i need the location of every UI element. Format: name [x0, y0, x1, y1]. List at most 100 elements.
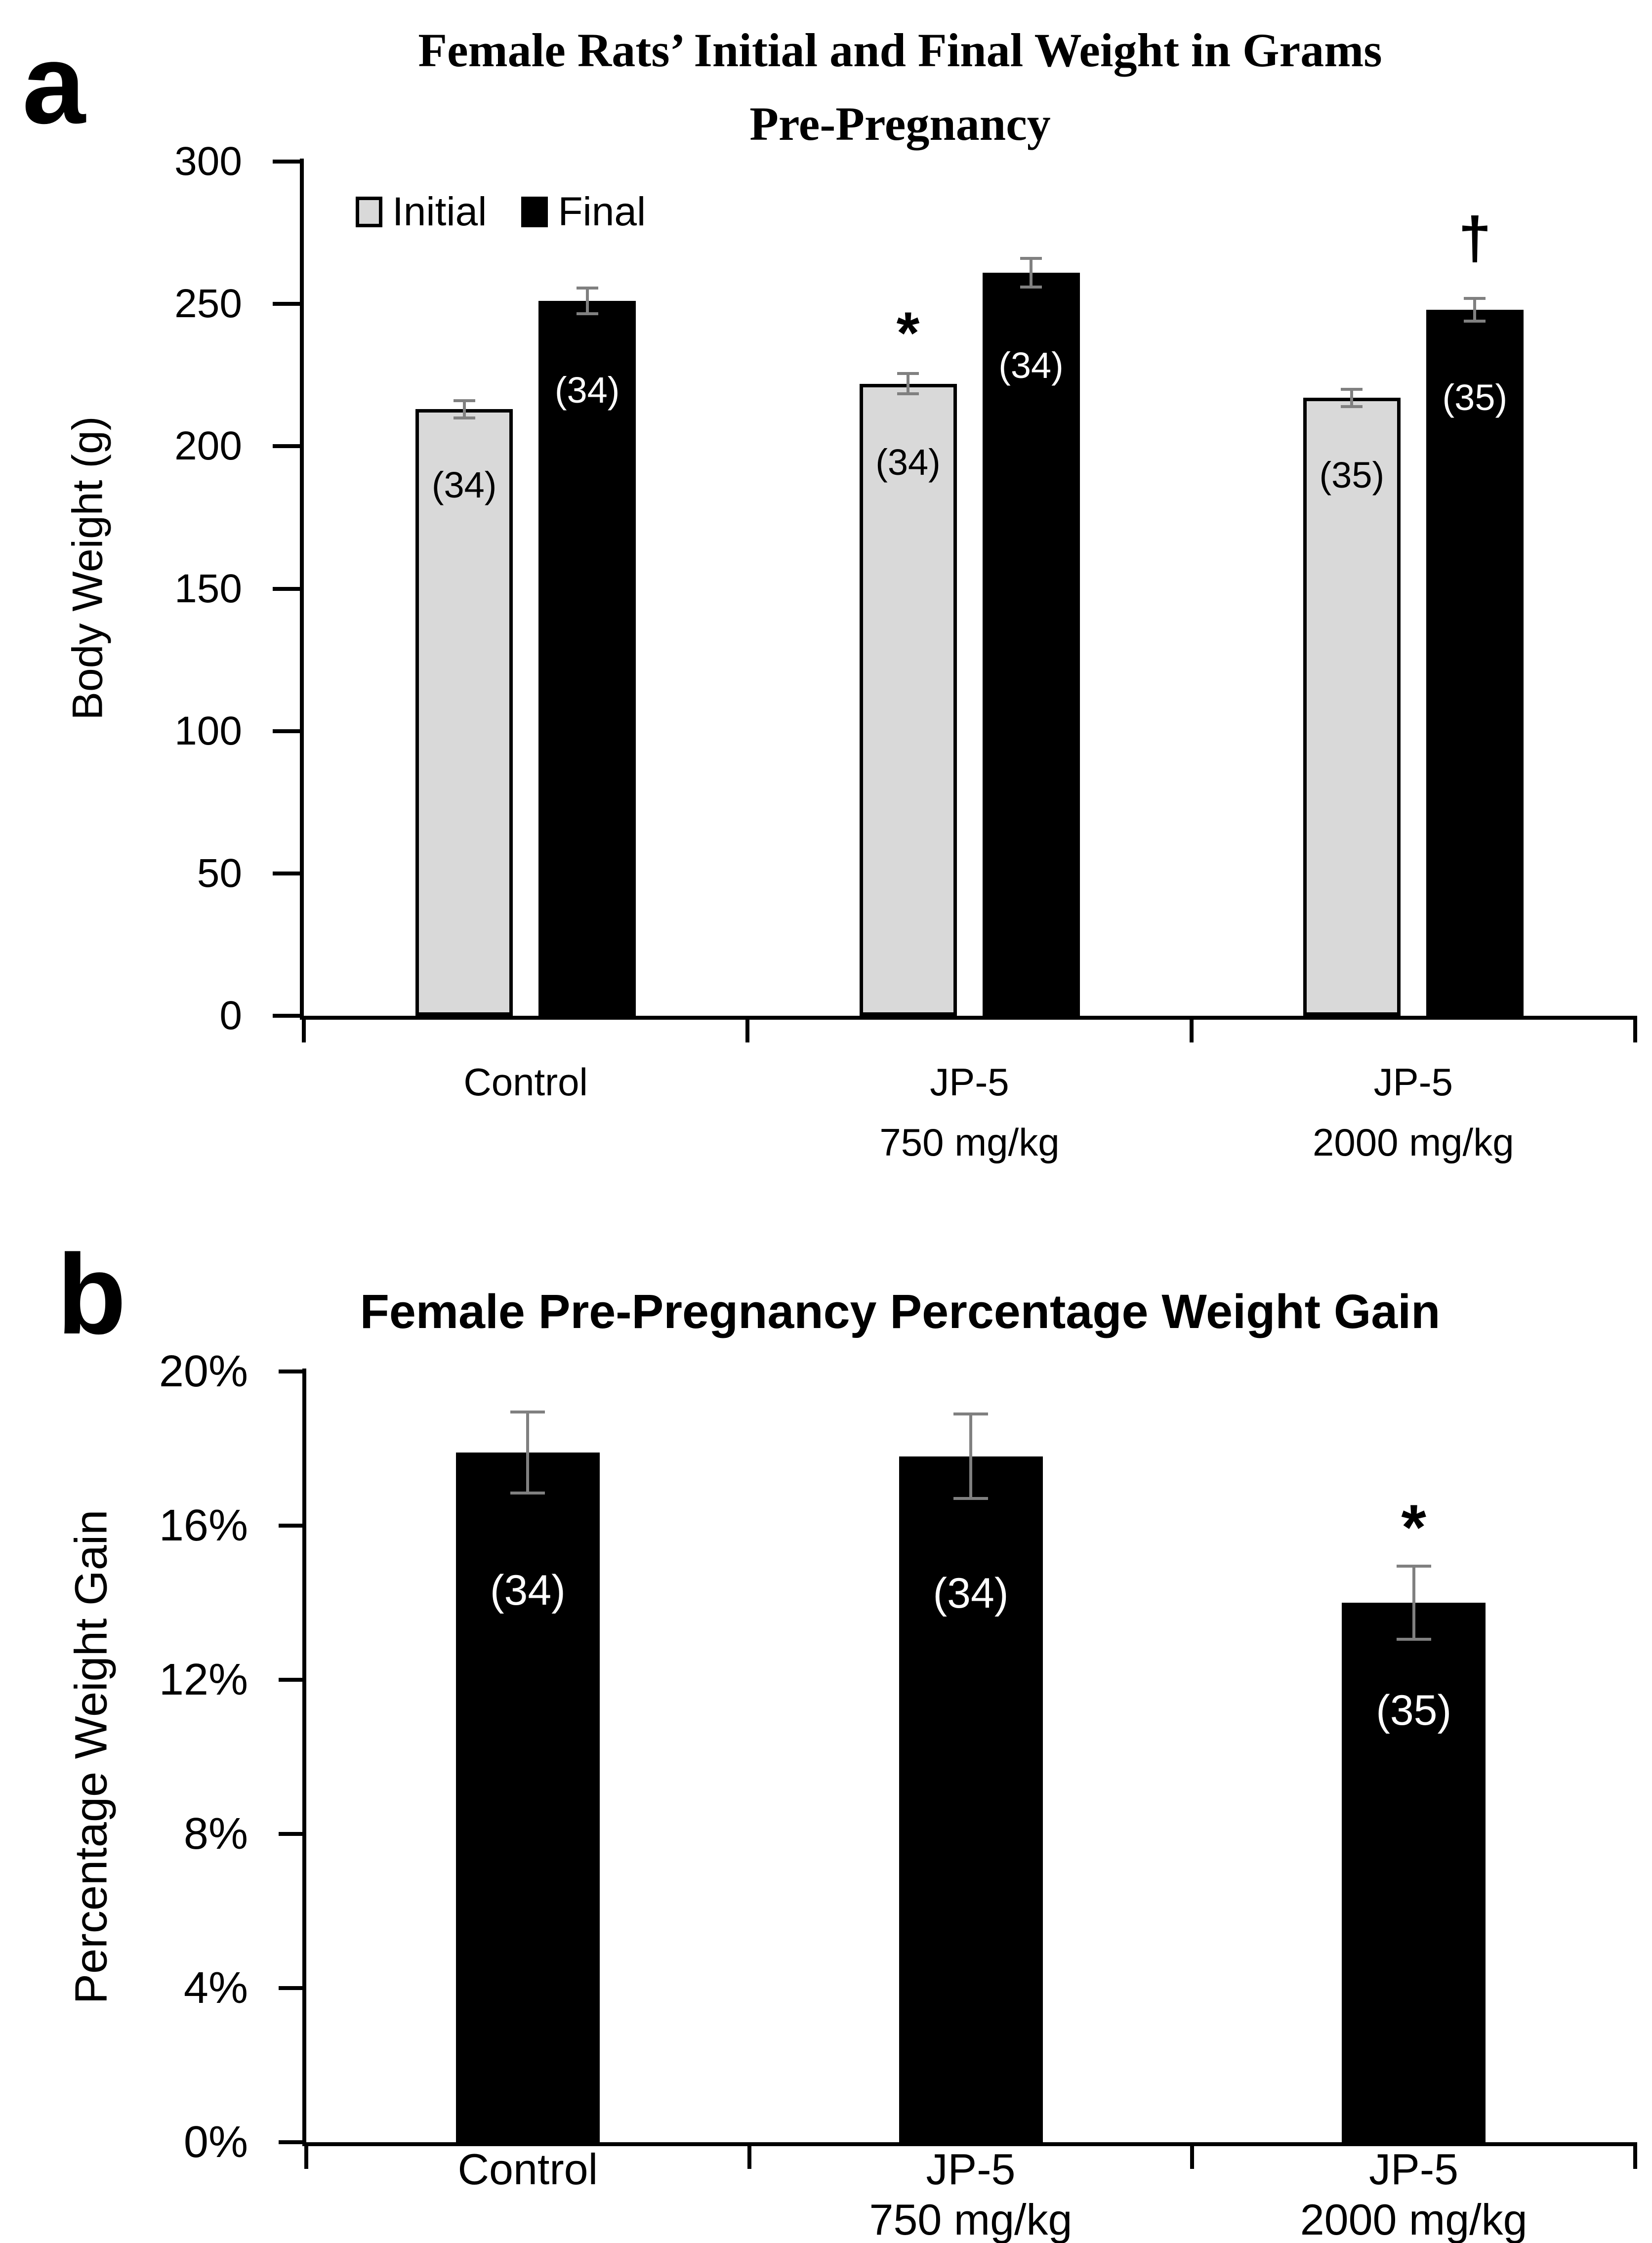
count-label: (34): [875, 442, 941, 483]
bar-initial: [1303, 398, 1401, 1016]
x-category-label: Control: [205, 1062, 847, 1103]
x-category-label-line: JP-5: [1373, 1060, 1453, 1104]
y-axis-line: [300, 159, 304, 1020]
x-axis-line: [302, 2142, 1635, 2146]
error-bar-cap: [510, 1491, 545, 1495]
sig-marker: *: [1401, 1491, 1426, 1563]
x-category-label-line: JP-5: [926, 2145, 1016, 2194]
panel-b-letter: b: [57, 1231, 126, 1358]
y-tick-label: 250: [174, 281, 242, 327]
error-bar-line: [1412, 1566, 1415, 1640]
x-category-label-line: Control: [457, 2145, 598, 2194]
legend-swatch-initial: [356, 197, 382, 227]
error-bar-line: [462, 401, 466, 418]
bar-percentage-weight-gain: [1342, 1603, 1486, 2142]
panel-b-title: Female Pre-Pregnancy Percentage Weight G…: [148, 1281, 1652, 1343]
x-category-label-line: JP-5: [1369, 2145, 1459, 2194]
error-bar-line: [969, 1413, 972, 1499]
y-tick-label: 8%: [183, 1809, 248, 1859]
x-category-label-line: JP-5: [930, 1060, 1009, 1104]
count-label: (35): [1376, 1687, 1452, 1735]
bar-initial: [415, 409, 513, 1016]
y-tick-mark: [273, 160, 300, 164]
x-category-label: JP-5 750 mg/kg: [649, 1062, 1291, 1163]
x-tick-mark: [1633, 1016, 1637, 1042]
x-tick-mark: [745, 1016, 750, 1042]
error-bar-cap: [953, 1497, 988, 1500]
y-tick-mark: [273, 586, 300, 591]
error-bar-line: [526, 1412, 530, 1493]
y-tick-mark: [273, 302, 300, 306]
x-category-label: JP-5 2000 mg/kg: [1093, 2145, 1652, 2243]
y-tick-label: 200: [174, 423, 242, 469]
y-tick-mark: [273, 729, 300, 733]
count-label: (34): [490, 1567, 566, 1615]
x-axis-line: [300, 1016, 1635, 1020]
x-tick-mark: [302, 1016, 306, 1042]
y-tick-label: 150: [174, 566, 242, 611]
legend-label-final: Final: [558, 189, 646, 234]
x-tick-mark: [1633, 2142, 1637, 2169]
error-bar-cap: [953, 1412, 988, 1415]
panel-a-title: Female Rats’ Initial and Final Weight in…: [148, 14, 1652, 161]
x-category-label: Control: [206, 2145, 849, 2194]
error-bar-line: [1473, 298, 1477, 321]
x-tick-mark: [1190, 2142, 1195, 2169]
bar-initial: [859, 383, 957, 1016]
error-bar-cap: [1396, 1638, 1431, 1641]
x-tick-mark: [1189, 1016, 1194, 1042]
bar-percentage-weight-gain: [899, 1456, 1043, 2142]
legend-item-final: Final: [521, 189, 646, 235]
legend-label-initial: Initial: [392, 189, 487, 234]
y-tick-label: 16%: [159, 1501, 248, 1550]
sig-marker: †: [1458, 205, 1491, 272]
x-tick-mark: [304, 2142, 308, 2169]
x-category-label-line: Control: [463, 1060, 588, 1104]
legend-item-initial: Initial: [356, 189, 487, 235]
error-bar-cap: [1341, 388, 1363, 391]
y-tick-label: 100: [174, 708, 242, 753]
y-tick-label: 12%: [159, 1655, 248, 1704]
y-tick-mark: [273, 444, 300, 449]
panel-a-legend: Initial Final: [356, 189, 646, 235]
error-bar-line: [907, 374, 909, 394]
error-bar-cap: [576, 312, 598, 316]
x-category-label-line: 2000 mg/kg: [1300, 2195, 1528, 2243]
error-bar-line: [585, 288, 589, 314]
bar-final: [538, 301, 636, 1016]
count-label: (35): [1442, 377, 1508, 418]
y-tick-mark: [279, 2140, 302, 2144]
sig-marker: *: [896, 299, 920, 366]
x-category-label-line: 2000 mg/kg: [1313, 1120, 1514, 1164]
panel-b-title-line1: Female Pre-Pregnancy Percentage Weight G…: [360, 1285, 1441, 1338]
x-category-label-line: 750 mg/kg: [879, 1120, 1060, 1164]
error-bar-cap: [1020, 256, 1042, 260]
error-bar-cap: [1341, 405, 1363, 408]
y-tick-label: 50: [197, 850, 242, 896]
error-bar-cap: [576, 287, 598, 290]
y-tick-mark: [279, 1524, 302, 1528]
bar-percentage-weight-gain: [455, 1452, 600, 2142]
x-category-label-line: 750 mg/kg: [869, 2195, 1073, 2243]
y-tick-mark: [279, 1832, 302, 1836]
error-bar-cap: [453, 416, 475, 419]
error-bar-line: [1350, 389, 1354, 407]
y-tick-label: 20%: [159, 1347, 248, 1396]
y-tick-label: 300: [174, 139, 242, 184]
count-label: (35): [1319, 454, 1385, 496]
y-axis-line: [302, 1369, 306, 2146]
error-bar-cap: [897, 392, 919, 395]
error-bar-cap: [1396, 1564, 1431, 1568]
error-bar-cap: [1464, 296, 1486, 300]
y-tick-label: 0%: [183, 2118, 248, 2167]
panel-a-title-line1: Female Rats’ Initial and Final Weight in…: [418, 24, 1382, 77]
panel-a-title-line2: Pre-Pregnancy: [749, 97, 1051, 150]
x-tick-mark: [747, 2142, 751, 2169]
error-bar-cap: [510, 1410, 545, 1413]
y-tick-label: 0: [219, 993, 242, 1038]
x-category-label: JP-5 2000 mg/kg: [1092, 1062, 1652, 1163]
y-tick-mark: [279, 1370, 302, 1373]
count-label: (34): [933, 1570, 1009, 1618]
